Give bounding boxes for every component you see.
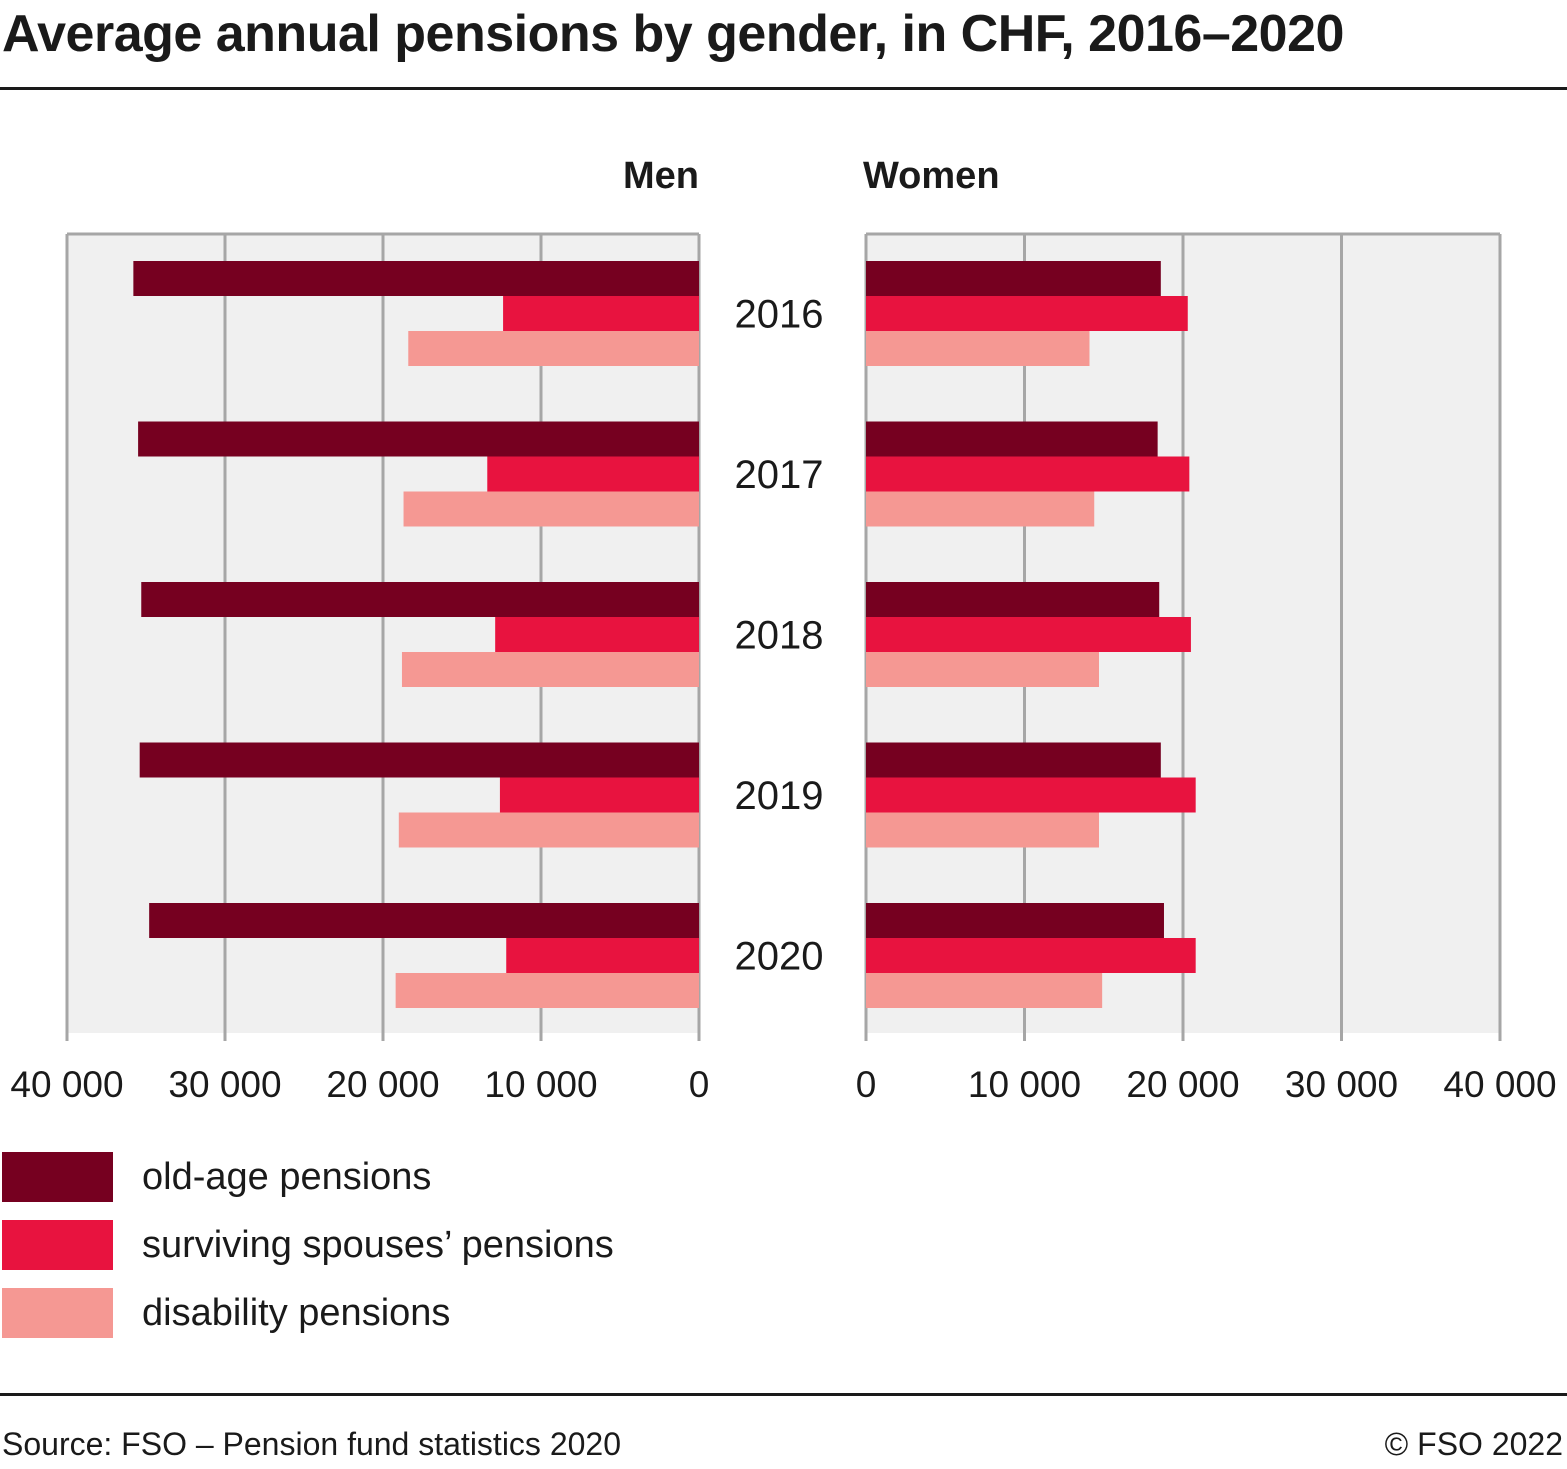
women-bar-2018-s0: [866, 582, 1160, 617]
men-bar-2018-s1: [495, 617, 699, 652]
legend-swatch-old-age: [2, 1152, 113, 1202]
women-bar-2019-s1: [866, 777, 1196, 813]
men-tick-label: 30 000: [168, 1064, 281, 1105]
women-panel-title: Women: [863, 155, 1000, 197]
men-bar-2017-s0: [138, 421, 700, 457]
legend-item-old-age: old-age pensions: [2, 1152, 614, 1202]
men-panel-title: Men: [623, 155, 699, 197]
men-bar-2017-s2: [403, 491, 699, 527]
legend-label-old-age: old-age pensions: [142, 1155, 432, 1198]
men-bar-2018-s0: [141, 582, 699, 617]
men-bar-2017-s1: [487, 456, 699, 492]
women-tick-label: 40 000: [1443, 1064, 1556, 1105]
men-tick-label: 40 000: [10, 1064, 123, 1105]
women-bar-2017-s2: [866, 491, 1095, 527]
men-bar-2019-s0: [139, 742, 699, 778]
title-rule: [0, 87, 1567, 90]
men-bar-2020-s2: [395, 973, 699, 1008]
chart-title: Average annual pensions by gender, in CH…: [2, 5, 1344, 63]
men-bar-2019-s1: [499, 777, 699, 813]
copyright-note: © FSO 2022: [1384, 1426, 1563, 1462]
category-label: 2020: [735, 935, 824, 979]
women-bar-2018-s2: [866, 652, 1099, 687]
men-bar-2016-s2: [408, 331, 699, 366]
women-bar-2017-s0: [866, 421, 1158, 457]
category-label: 2016: [735, 293, 824, 337]
men-tick-label: 10 000: [484, 1064, 597, 1105]
women-bar-2016-s1: [866, 296, 1188, 331]
men-bar-2018-s2: [401, 652, 699, 687]
men-bar-2016-s0: [133, 261, 700, 296]
legend-label-disability: disability pensions: [142, 1291, 451, 1334]
women-tick-label: 30 000: [1285, 1064, 1398, 1105]
source-note: Source: FSO – Pension fund statistics 20…: [2, 1426, 621, 1462]
footer-rule: [0, 1393, 1567, 1396]
women-bar-2016-s2: [866, 331, 1090, 366]
men-tick-label: 20 000: [326, 1064, 439, 1105]
women-bar-2016-s0: [866, 261, 1161, 296]
women-bar-2019-s2: [866, 812, 1099, 848]
women-bar-2020-s2: [866, 973, 1103, 1008]
category-label: 2017: [735, 453, 824, 497]
women-bar-2018-s1: [866, 617, 1191, 652]
men-bar-2020-s0: [149, 903, 699, 938]
chart-area: 40 000 30 000 20 000 10 000 0 Men 0 10 000 20 00…: [10, 155, 1556, 1105]
category-label: 2019: [735, 774, 824, 818]
men-bar-2020-s1: [506, 938, 699, 973]
legend-swatch-surviving: [2, 1220, 113, 1270]
legend-swatch-disability: [2, 1288, 113, 1338]
women-bar-2020-s1: [866, 938, 1196, 973]
men-tick-label: 0: [689, 1064, 710, 1105]
men-bar-2019-s2: [398, 812, 699, 848]
men-bar-2016-s1: [503, 296, 699, 331]
women-tick-label: 10 000: [968, 1064, 1081, 1105]
category-label: 2018: [735, 614, 824, 658]
legend-item-surviving: surviving spouses’ pensions: [2, 1220, 614, 1270]
legend: old-age pensions surviving spouses’ pens…: [2, 1152, 614, 1356]
legend-label-surviving: surviving spouses’ pensions: [142, 1223, 614, 1266]
women-tick-label: 0: [856, 1064, 877, 1105]
women-bar-2020-s0: [866, 903, 1164, 938]
women-tick-label: 20 000: [1126, 1064, 1239, 1105]
legend-item-disability: disability pensions: [2, 1288, 614, 1338]
women-bar-2019-s0: [866, 742, 1161, 778]
women-bar-2017-s1: [866, 456, 1190, 492]
